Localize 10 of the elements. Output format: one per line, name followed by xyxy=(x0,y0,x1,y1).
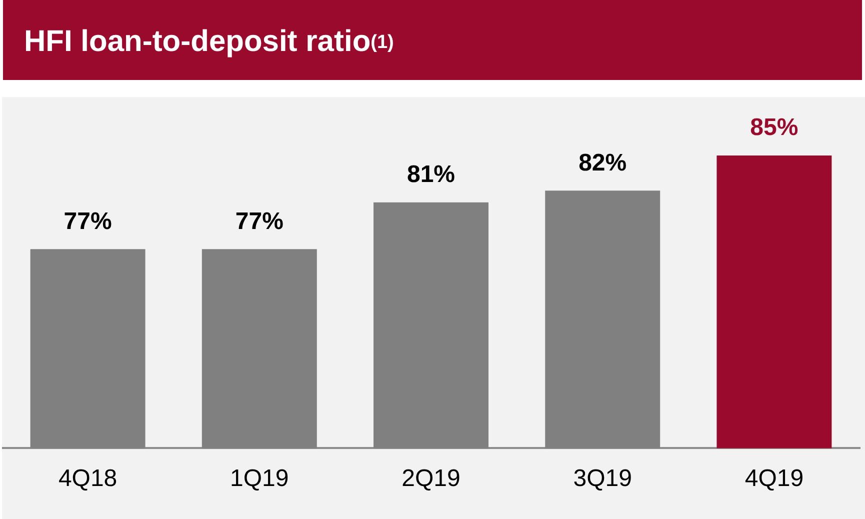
x-tick-label: 1Q19 xyxy=(230,465,289,492)
data-label: 82% xyxy=(578,149,627,176)
x-tick-label: 4Q18 xyxy=(58,465,118,492)
data-label: 85% xyxy=(750,114,798,142)
x-tick-label: 3Q19 xyxy=(573,465,632,492)
x-tick-label: 2Q19 xyxy=(402,465,460,492)
x-tick-label: 4Q19 xyxy=(744,465,804,492)
data-label: 81% xyxy=(406,160,456,188)
data-label: 77% xyxy=(235,208,284,235)
data-label: 77% xyxy=(64,208,112,235)
